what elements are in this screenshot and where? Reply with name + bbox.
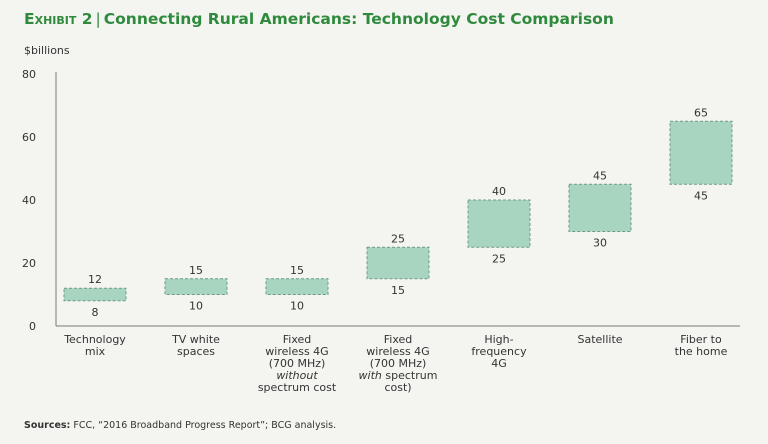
y-tick-label: 40 [22, 194, 36, 207]
x-category-line: Satellite [577, 333, 623, 346]
range-bar [265, 278, 329, 295]
x-category-label: High-frequency 4G [449, 334, 549, 370]
x-category-line: (700 MHz) [369, 357, 427, 370]
x-category-line: Fixed [282, 333, 312, 346]
bar-low-label: 25 [492, 252, 506, 265]
bar-high-label: 12 [88, 273, 102, 286]
x-category-label: Fixed wireless 4G (700 MHz) without spectrum… [247, 334, 347, 394]
x-category-line: 4G [491, 357, 507, 370]
chart-title: Exhibit 2 | Connecting Rural Americans: Te… [24, 10, 614, 28]
x-category-line: cost) [384, 381, 412, 394]
axes [55, 72, 740, 327]
x-category-line: (700 MHz) [268, 357, 326, 370]
y-tick-label: 80 [22, 68, 36, 81]
x-category-italic: with [358, 369, 382, 382]
range-bar [366, 246, 430, 280]
bar-low-label: 45 [694, 189, 708, 202]
range-bar [164, 278, 228, 295]
bar-high-label: 40 [492, 185, 506, 198]
y-tick-label: 20 [22, 257, 36, 270]
bars: 12 8 15 10 15 10 25 15 40 25 45 30 65 45 [63, 106, 733, 319]
x-category-line: frequency [471, 345, 527, 358]
x-category-line: with spectrum [358, 369, 438, 382]
x-category-line: the home [674, 345, 728, 358]
x-category-line: High- [484, 333, 514, 346]
range-bar [63, 287, 127, 302]
y-tick-label: 60 [22, 131, 36, 144]
bar-high-label: 65 [694, 106, 708, 119]
x-category-label: Fixed wireless 4G (700 MHz) with spectrum co… [348, 334, 448, 394]
x-category-italic: without [276, 369, 318, 382]
x-category-line: mix [84, 345, 106, 358]
x-category-line: TV white [172, 333, 220, 346]
bar-low-label: 8 [92, 306, 99, 319]
sources-text: FCC, “2016 Broadband Progress Report”; B… [73, 420, 337, 431]
range-bar [669, 120, 733, 185]
x-category-line: wireless 4G [265, 345, 329, 358]
y-axis-ticks: 0 20 40 60 80 [22, 68, 36, 333]
x-category-line: Fiber to [680, 333, 722, 346]
x-category-label: Technology mix [45, 334, 145, 358]
bar-low-label: 30 [593, 237, 607, 250]
x-category-label: Satellite [550, 334, 650, 346]
x-category-line: spaces [176, 345, 215, 358]
title-text: Connecting Rural Americans: Technology C… [103, 10, 614, 28]
sources-label: Sources: [24, 420, 71, 431]
bar-high-label: 25 [391, 232, 405, 245]
x-category-line: spectrum cost [257, 381, 337, 394]
bar-low-label: 10 [290, 300, 304, 313]
sources-footnote: Sources: FCC, “2016 Broadband Progress R… [24, 420, 336, 431]
x-category-line: wireless 4G [366, 345, 430, 358]
x-category-line: Fixed [383, 333, 413, 346]
bar-high-label: 15 [189, 264, 203, 277]
title-separator: | [95, 10, 101, 28]
y-axis-unit-label: $billions [24, 44, 70, 57]
y-tick-label: 0 [29, 320, 36, 333]
x-category-label: Fiber to the home [651, 334, 751, 358]
range-bar [568, 183, 632, 232]
bar-high-label: 45 [593, 169, 607, 182]
x-category-label: TV white spaces [146, 334, 246, 358]
exhibit-label: Exhibit 2 [24, 10, 93, 28]
bar-low-label: 10 [189, 300, 203, 313]
x-category-line: without [247, 370, 347, 382]
bar-low-label: 15 [391, 284, 405, 297]
bar-high-label: 15 [290, 264, 304, 277]
x-category-line: Technology [64, 333, 126, 346]
range-bar [467, 199, 531, 248]
